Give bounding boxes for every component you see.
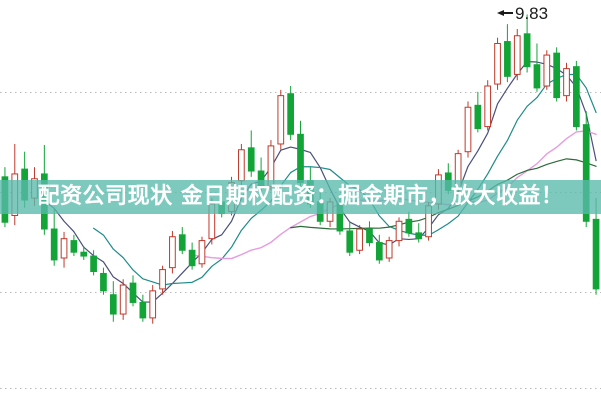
candle-body-up (395, 220, 403, 242)
candle-body-down (297, 133, 304, 184)
candle-body-up (159, 269, 166, 290)
candle (50, 207, 58, 266)
candle (484, 80, 492, 131)
candle-body-down (100, 272, 107, 292)
candle-body-down (375, 242, 383, 261)
candle-body-up (484, 85, 492, 128)
candle-body-down (553, 52, 561, 99)
candle (395, 217, 403, 247)
candle-body-down (188, 249, 196, 267)
candle (60, 231, 68, 268)
candle-body-down (366, 228, 373, 244)
candle-body-up (198, 240, 206, 265)
candle-body-down (346, 230, 354, 253)
caption-overlay-band: 配资公司现状 金日期权配资：掘金期市，放大收益！ (0, 180, 601, 214)
candle-body-down (287, 93, 295, 135)
candle (80, 246, 88, 260)
candle-body-down (523, 33, 531, 68)
candle (198, 236, 206, 268)
candle (366, 221, 373, 247)
caption-text: 配资公司现状 金日期权配资：掘金期市，放大收益！ (37, 184, 564, 209)
candle (543, 50, 551, 90)
candle (119, 279, 127, 320)
candle (375, 234, 383, 264)
candle-body-up (149, 290, 157, 319)
candle (169, 230, 176, 274)
candle (504, 24, 511, 83)
candle-body-up (238, 149, 245, 182)
candle (159, 265, 166, 295)
candle (277, 89, 285, 150)
candle-body-down (573, 66, 580, 128)
candle (287, 86, 295, 141)
candle (592, 198, 600, 295)
candle (523, 14, 531, 73)
candle-body-up (543, 54, 551, 87)
candle (563, 62, 570, 102)
candle (356, 225, 363, 255)
candle-body-down (504, 41, 511, 77)
candle (297, 120, 304, 189)
candle-body-down (70, 240, 78, 253)
candle (415, 223, 423, 243)
candle (247, 130, 255, 177)
candle (149, 285, 157, 324)
candle (90, 250, 97, 276)
candle-body-down (247, 147, 255, 172)
candle (346, 221, 354, 257)
candle (109, 281, 117, 322)
candle-body-up (60, 238, 68, 259)
candle-body-down (80, 251, 88, 257)
candle-body-up (356, 228, 363, 251)
candle-body-down (474, 104, 482, 130)
candle-body-down (139, 301, 147, 319)
candle (129, 275, 137, 307)
candle (464, 101, 472, 158)
candle-body-up (277, 95, 285, 145)
candle-body-down (405, 218, 413, 234)
candle-body-down (178, 234, 186, 251)
candle-body-down (582, 124, 590, 222)
candle-body-up (563, 68, 570, 97)
candle-body-down (109, 294, 117, 315)
candle-body-up (513, 35, 521, 75)
candle-body-down (90, 255, 97, 273)
candle-body-up (385, 240, 393, 259)
candle (100, 267, 107, 295)
candle-body-up (494, 42, 501, 85)
candle (178, 227, 186, 255)
candle-body-down (415, 232, 423, 240)
candle-body-down (129, 282, 137, 303)
candle (474, 91, 482, 133)
candle (553, 47, 561, 102)
candle (188, 242, 196, 270)
candle (385, 236, 393, 262)
candle (533, 43, 541, 92)
candle (494, 37, 501, 90)
candle-body-down (533, 64, 541, 89)
candle (70, 234, 78, 257)
candle (513, 28, 521, 81)
candle (139, 294, 147, 322)
candle (405, 211, 413, 237)
candlestick-series (1, 14, 600, 324)
candle-body-up (119, 284, 127, 315)
candle (573, 60, 580, 131)
candle-body-down (50, 228, 58, 261)
candle-body-up (169, 236, 176, 269)
candle-body-up (464, 106, 472, 153)
candle-body-down (592, 218, 600, 290)
